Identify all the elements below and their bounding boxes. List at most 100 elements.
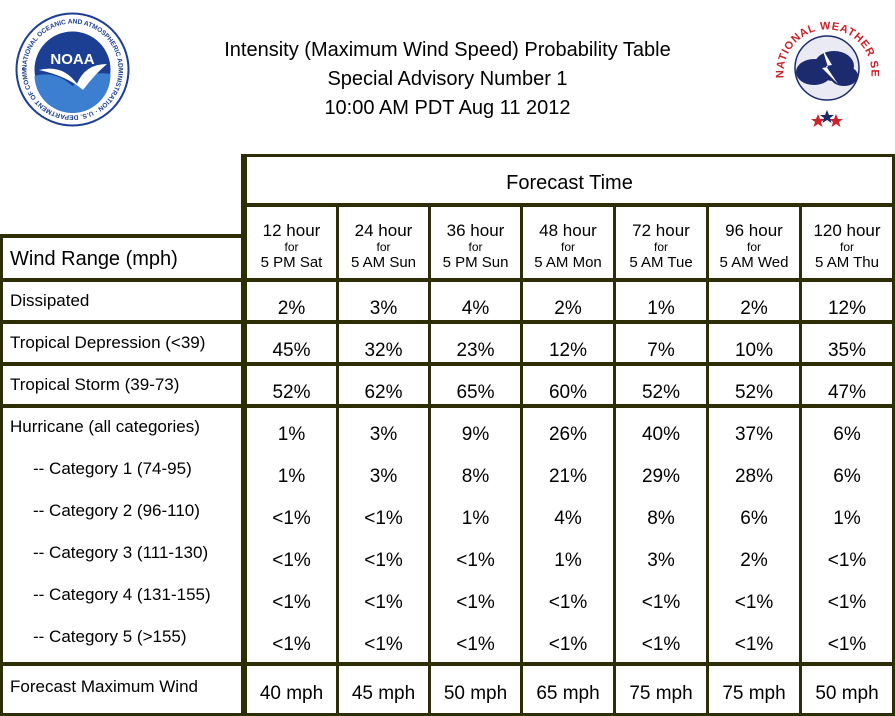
row-value: 28% xyxy=(734,466,774,487)
row-value: 50 mph xyxy=(443,683,508,704)
column-header-for: for xyxy=(284,240,299,254)
value-cell xyxy=(339,324,428,362)
row-value: 1% xyxy=(833,508,861,529)
column-header-hour: 96 hour xyxy=(725,221,783,240)
noaa-logo: NATIONAL OCEANIC AND ATMOSPHERIC ADMINIS… xyxy=(13,7,130,127)
row-value: 37% xyxy=(734,424,774,445)
row-value: <1% xyxy=(827,592,867,613)
value-cell xyxy=(523,366,613,404)
forecast-time-header: Forecast Time xyxy=(247,157,892,203)
row-value: <1% xyxy=(456,550,495,571)
column-header-hour: 48 hour xyxy=(539,221,597,240)
value-cell xyxy=(523,408,613,662)
column-header: 72 hour for 5 AM Tue xyxy=(616,207,706,278)
row-label: Dissipated xyxy=(10,291,90,310)
title-line-3: 10:00 AM PDT Aug 11 2012 xyxy=(324,97,571,119)
value-cell xyxy=(247,366,336,404)
wind-range-label: Wind Range (mph) xyxy=(10,248,178,270)
row-value: 1% xyxy=(647,298,675,319)
row-label-cell xyxy=(3,408,241,662)
value-cell xyxy=(709,366,799,404)
row-value: 75 mph xyxy=(722,683,786,704)
value-cell xyxy=(523,324,613,362)
value-cell xyxy=(709,324,799,362)
row-value: <1% xyxy=(364,508,403,529)
row-label: Tropical Depression (<39) xyxy=(10,333,206,352)
row-label: Hurricane (all categories) xyxy=(10,417,200,436)
row-value: <1% xyxy=(272,592,311,613)
value-cell xyxy=(802,408,892,662)
row-label-cell xyxy=(3,324,241,362)
row-value: 75 mph xyxy=(629,683,693,704)
value-cell xyxy=(802,366,892,404)
column-header-for: for xyxy=(560,240,575,254)
value-cell xyxy=(802,282,892,320)
column-header-when: 5 AM Sun xyxy=(350,254,417,271)
row-value: <1% xyxy=(734,634,774,655)
blank-corner xyxy=(0,157,241,234)
row-value: <1% xyxy=(827,550,867,571)
row-value: <1% xyxy=(456,634,495,655)
row-value: 2% xyxy=(554,298,582,319)
row-label: -- Category 5 (>155) xyxy=(33,627,187,646)
value-cell xyxy=(247,408,336,662)
row-value: <1% xyxy=(641,634,681,655)
value-cell xyxy=(616,366,706,404)
row-value: 6% xyxy=(833,424,861,445)
row-value: 8% xyxy=(647,508,675,529)
value-cell xyxy=(802,324,892,362)
value-cell xyxy=(616,408,706,662)
row-value: 52% xyxy=(641,382,681,403)
nws-logo: NATIONAL WEATHER SERVICE xyxy=(766,1,885,128)
column-header-when: 5 AM Tue xyxy=(629,254,693,271)
row-value: 62% xyxy=(364,382,403,403)
row-value: 10% xyxy=(734,340,774,361)
row-value: 32% xyxy=(364,340,403,361)
column-header: 48 hour for 5 AM Mon xyxy=(523,207,613,278)
row-value: 52% xyxy=(734,382,774,403)
value-cell xyxy=(339,282,428,320)
value-cell xyxy=(616,324,706,362)
row-value: <1% xyxy=(272,634,311,655)
page-title: Intensity (Maximum Wind Speed) Probabili… xyxy=(150,36,745,123)
value-cell xyxy=(616,666,706,713)
row-value: 9% xyxy=(461,424,490,445)
row-value: 12% xyxy=(548,340,588,361)
row-value: 21% xyxy=(548,466,588,487)
column-header-when: 5 PM Sat xyxy=(260,254,323,271)
column-header-hour: 120 hour xyxy=(813,221,881,240)
value-cell xyxy=(339,666,428,713)
column-header: 96 hour for 5 AM Wed xyxy=(709,207,799,278)
row-value: <1% xyxy=(548,634,588,655)
column-header-hour: 24 hour xyxy=(354,221,413,240)
noaa-center-text: NOAA xyxy=(50,51,94,68)
value-cell xyxy=(431,666,520,713)
value-cell xyxy=(247,282,336,320)
column-header-hour: 36 hour xyxy=(446,221,505,240)
row-value: 45% xyxy=(272,340,311,361)
row-value: 3% xyxy=(369,466,398,487)
column-header: 24 hour for 5 AM Sun xyxy=(339,207,428,278)
row-value: <1% xyxy=(456,592,495,613)
value-cell xyxy=(431,408,520,662)
value-cell xyxy=(616,282,706,320)
column-header-when: 5 AM Mon xyxy=(534,254,602,271)
column-header-for: for xyxy=(653,240,668,254)
row-value: 60% xyxy=(548,382,588,403)
row-value: 4% xyxy=(461,298,490,319)
row-value: 40 mph xyxy=(259,683,324,704)
row-value: 2% xyxy=(740,298,768,319)
row-value: 1% xyxy=(277,466,306,487)
value-cell xyxy=(339,408,428,662)
title-line-2: Special Advisory Number 1 xyxy=(327,68,568,90)
row-value: <1% xyxy=(641,592,681,613)
row-value: <1% xyxy=(364,592,403,613)
row-value: <1% xyxy=(272,508,311,529)
column-header-for: for xyxy=(839,240,854,254)
row-value: 4% xyxy=(554,508,582,529)
row-value: <1% xyxy=(734,592,774,613)
value-cell xyxy=(247,324,336,362)
row-value: 65% xyxy=(456,382,495,403)
value-cell xyxy=(339,366,428,404)
row-label-cell xyxy=(3,366,241,404)
